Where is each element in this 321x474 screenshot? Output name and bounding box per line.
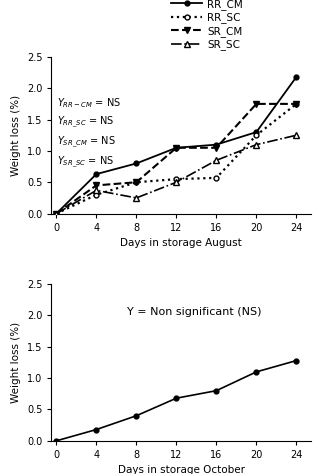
Text: Y = Non significant (NS): Y = Non significant (NS)	[127, 307, 262, 317]
Y-axis label: Weight loss (%): Weight loss (%)	[11, 95, 21, 176]
Legend: RR_CM, RR_SC, SR_CM, SR_SC: RR_CM, RR_SC, SR_CM, SR_SC	[171, 0, 243, 50]
Y-axis label: Weight loss (%): Weight loss (%)	[11, 322, 21, 403]
X-axis label: Days in storage August: Days in storage August	[120, 238, 242, 248]
Text: $Y_{RR-CM}$ = NS
$Y_{RR\_SC}$ = NS
$Y_{SR\_CM}$ = NS
$Y_{SR\_SC}$ = NS: $Y_{RR-CM}$ = NS $Y_{RR\_SC}$ = NS $Y_{S…	[56, 96, 121, 170]
X-axis label: Days in storage October: Days in storage October	[118, 465, 245, 474]
